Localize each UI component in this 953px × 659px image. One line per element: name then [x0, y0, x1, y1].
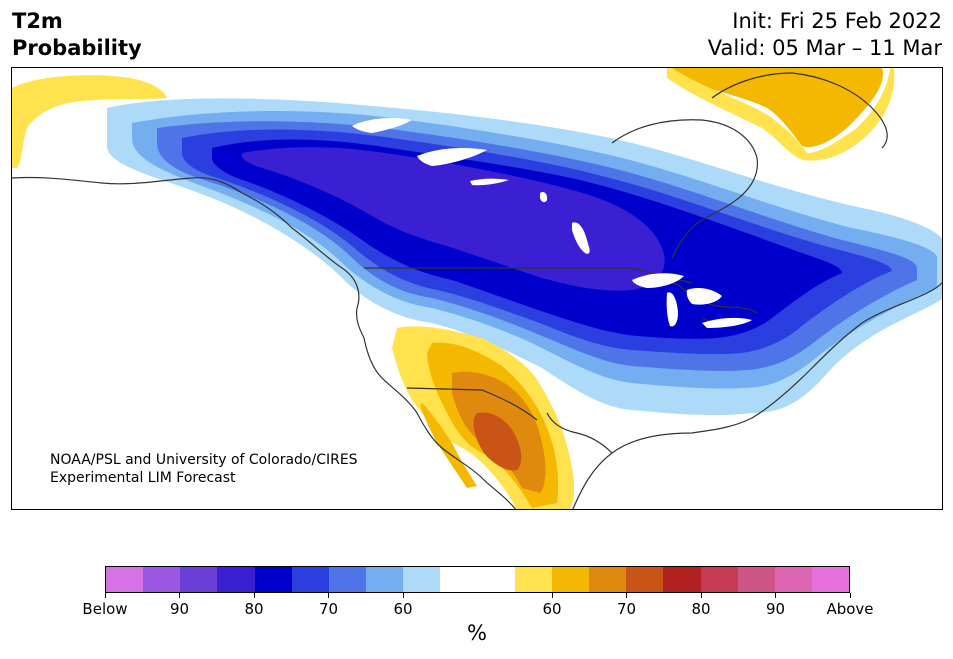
arctic-above-50: [667, 68, 895, 161]
colorbar: [105, 566, 850, 593]
lake-athabasca: [470, 178, 509, 186]
colorbar-label: 80: [244, 600, 264, 618]
colorbar-label: 60: [393, 600, 413, 618]
colorbar-tick: [179, 593, 180, 598]
great-bear-lake: [352, 118, 412, 133]
below-90-region: [242, 147, 665, 291]
lake-winnipeg: [572, 222, 590, 254]
colorbar-swatch: [440, 567, 478, 592]
colorbar-swatch: [477, 567, 515, 592]
mexico-border: [406, 387, 538, 421]
colorbar-label: 70: [616, 600, 637, 618]
colorbar-swatch: [291, 567, 329, 592]
colorbar-tick: [104, 593, 106, 598]
greenland-coast: [711, 72, 888, 149]
colorbar-tick: [551, 593, 553, 598]
map-svg: [12, 68, 942, 509]
colorbar-swatch: [551, 567, 590, 592]
colorbar-tick: [700, 593, 702, 598]
credit-line-2: Experimental LIM Forecast: [50, 470, 236, 486]
above-normal-shading: [12, 68, 895, 509]
colorbar-swatch: [328, 567, 367, 592]
colorbar-label: Below: [82, 600, 128, 618]
reindeer-lake: [540, 191, 548, 203]
colorbar-swatch: [217, 567, 255, 592]
colorbar-swatch: [106, 567, 144, 592]
forecast-dates: Init: Fri 25 Feb 2022 Valid: 05 Mar – 11…: [708, 8, 942, 62]
probability-map: NOAA/PSL and University of Colorado/CIRE…: [11, 67, 943, 510]
credit-line-1: NOAA/PSL and University of Colorado/CIRE…: [50, 452, 358, 468]
colorbar-swatch: [514, 567, 552, 592]
above-80-region: [473, 412, 522, 471]
colorbar-swatch: [811, 567, 850, 592]
colorbar-swatch: [180, 567, 218, 592]
lakes: [352, 118, 752, 328]
colorbar-swatch: [774, 567, 812, 592]
colorbar-swatch: [589, 567, 627, 592]
colorbar-tick: [775, 593, 776, 598]
arctic-above-60: [672, 68, 883, 148]
colorbar-tick: [626, 593, 627, 598]
colorbar-label: 60: [542, 600, 562, 618]
colorbar-swatch: [700, 567, 738, 592]
colorbar-label: Above: [826, 600, 874, 618]
map-title: T2m Probability: [12, 9, 142, 60]
valid-range: Valid: 05 Mar – 11 Mar: [707, 36, 942, 60]
colorbar-tick: [402, 593, 404, 598]
great-slave-lake: [417, 148, 487, 166]
colorbar-swatch: [737, 567, 775, 592]
gulf-coast: [546, 412, 613, 454]
colorbar-label: 90: [169, 600, 190, 618]
lake-superior: [632, 273, 684, 288]
colorbar-swatch: [663, 567, 701, 592]
alaska-above-50: [12, 75, 167, 168]
north-america-coast: [12, 176, 942, 509]
colorbar-tick: [328, 593, 329, 598]
baja-warm: [420, 403, 477, 488]
hudson-bay: [611, 119, 759, 259]
colorbar-label: 70: [318, 600, 339, 618]
lake-michigan: [666, 292, 678, 327]
colorbar-unit: %: [467, 621, 487, 645]
colorbar-label: 90: [765, 600, 786, 618]
lake-huron: [686, 288, 722, 305]
colorbar-swatch: [143, 567, 181, 592]
colorbar-swatch: [254, 567, 292, 592]
colorbar-swatch: [626, 567, 664, 592]
colorbar-swatch: [403, 567, 441, 592]
colorbar-tick: [849, 593, 851, 598]
init-date: Init: Fri 25 Feb 2022: [732, 9, 942, 33]
colorbar-label: 80: [691, 600, 711, 618]
credit-text: NOAA/PSL and University of Colorado/CIRE…: [50, 451, 358, 487]
colorbar-tick: [253, 593, 255, 598]
lake-erie-ontario: [702, 317, 752, 328]
colorbar-swatch: [366, 567, 404, 592]
